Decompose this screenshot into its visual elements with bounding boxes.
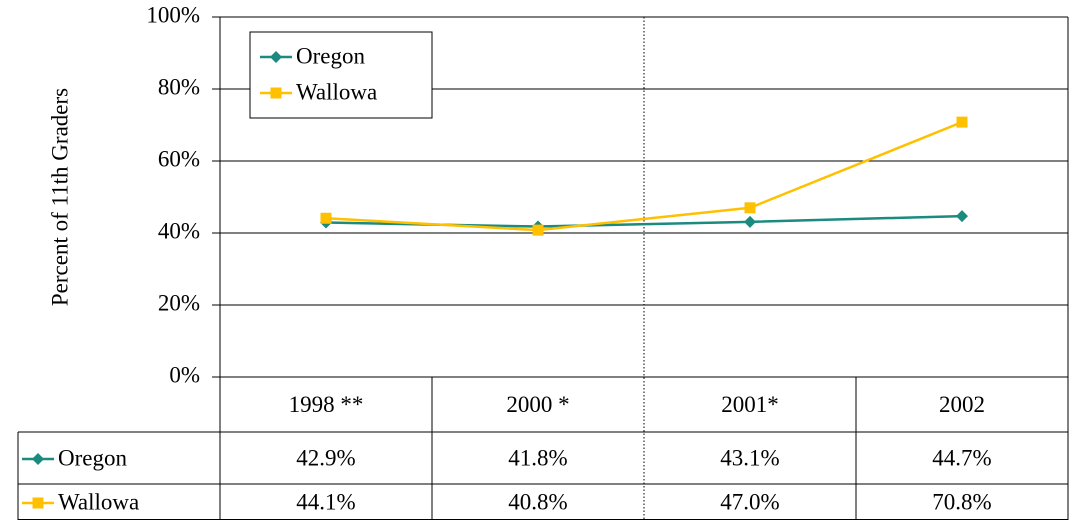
y-tick-label: 0%: [169, 362, 200, 387]
x-tick-label: 2001*: [721, 392, 779, 417]
legend-marker: [32, 497, 44, 509]
data-point: [532, 224, 544, 236]
y-axis-title: Percent of 11th Graders: [47, 88, 72, 306]
legend-label: Wallowa: [296, 79, 377, 104]
data-point: [744, 202, 756, 214]
legend-marker: [270, 87, 282, 99]
data-point: [320, 212, 332, 224]
y-tick-label: 80%: [158, 74, 200, 99]
table-value: 41.8%: [508, 445, 567, 470]
table-series-label: Oregon: [58, 445, 127, 470]
table-value: 44.1%: [296, 489, 355, 514]
y-tick-label: 40%: [158, 218, 200, 243]
table-value: 42.9%: [296, 445, 355, 470]
y-tick-label: 100%: [146, 2, 200, 27]
data-point: [744, 215, 756, 228]
table-value: 40.8%: [508, 489, 567, 514]
legend-box: [249, 31, 433, 119]
y-tick-label: 60%: [158, 146, 200, 171]
table-series-label: Wallowa: [58, 489, 139, 514]
data-point: [956, 116, 968, 128]
legend-marker: [32, 453, 44, 465]
x-tick-label: 2002: [939, 392, 985, 417]
data-point: [956, 210, 968, 223]
legend-marker: [270, 51, 282, 63]
series-line: [325, 120, 963, 232]
y-tick-label: 20%: [158, 290, 200, 315]
table-value: 44.7%: [932, 445, 991, 470]
x-tick-label: 1998 **: [289, 392, 364, 417]
x-tick-label: 2000 *: [506, 392, 569, 417]
table-value: 70.8%: [932, 489, 991, 514]
table-value: 47.0%: [720, 489, 779, 514]
legend-label: Oregon: [296, 43, 365, 68]
table-value: 43.1%: [720, 445, 779, 470]
